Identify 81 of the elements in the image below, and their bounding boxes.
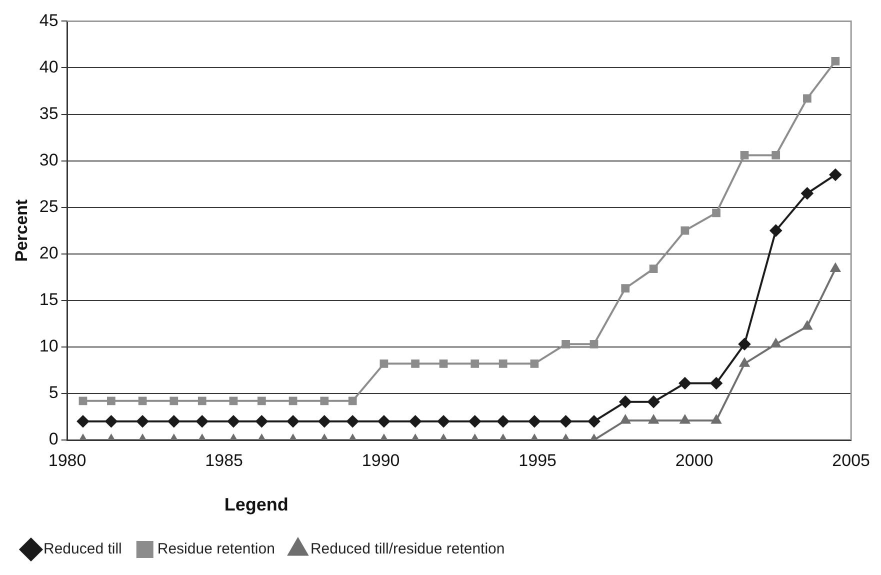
point [590,340,598,348]
point [170,396,178,406]
point [409,415,422,428]
x-tick-label: 1980 [48,450,86,470]
point [348,396,357,406]
point [320,396,329,406]
point [136,415,149,428]
y-tick-label: 5 [48,383,58,402]
point [738,338,750,350]
point [76,415,89,428]
point [740,358,750,367]
point [468,415,481,428]
point [411,360,420,368]
legend-label: Reduced till/residue retention [310,540,505,558]
point [562,340,570,348]
x-tick-label: 1990 [362,450,400,470]
point [497,415,510,428]
point [710,377,722,390]
point [229,396,238,406]
x-tick-label: 1985 [205,450,243,470]
y-tick-label: 15 [39,290,58,310]
point [227,415,240,428]
point [288,396,298,406]
point [380,360,388,368]
legend-label: Reduced till [44,540,122,558]
point [107,396,116,406]
point [803,94,812,103]
point [78,396,88,406]
point [619,396,632,408]
point [470,360,480,368]
y-tick-label: 45 [39,10,58,30]
point [772,151,780,160]
point [258,396,266,406]
point [648,396,660,408]
point [318,415,330,428]
point [711,414,722,424]
point [678,377,691,390]
point [649,264,658,273]
point [256,415,268,428]
point [530,360,539,368]
y-axis-title: Percent [12,199,31,262]
point [801,187,814,200]
point [138,396,147,406]
point [829,168,842,181]
y-tick-label: 20 [39,244,58,263]
point [620,414,630,424]
point [560,415,572,428]
point [105,415,118,428]
y-tick-label: 0 [48,430,58,449]
point [588,415,600,428]
point [770,224,782,237]
legend-label: Residue retention [157,540,275,558]
point [438,415,450,428]
point [680,414,690,424]
point [802,320,812,330]
point [498,360,508,368]
point [712,208,720,218]
point [198,396,206,406]
point [439,360,448,368]
y-tick-label: 40 [39,57,58,76]
point [621,284,630,292]
point [346,415,359,428]
point [287,415,300,428]
y-tick-label: 35 [39,104,58,123]
point [831,57,840,66]
legend-title: Legend [224,494,288,514]
y-tick-label: 25 [39,197,58,216]
point [168,415,180,428]
x-tick-label: 2005 [832,450,870,470]
point [830,263,840,272]
point [740,151,749,160]
point [648,414,658,424]
y-tick-label: 30 [39,150,58,170]
x-tick-label: 1995 [518,450,556,470]
point [378,415,390,428]
point [770,338,781,348]
y-tick-label: 10 [39,336,58,356]
x-tick-label: 2000 [675,450,714,470]
point [196,415,208,428]
point [680,226,690,235]
point [528,415,540,428]
